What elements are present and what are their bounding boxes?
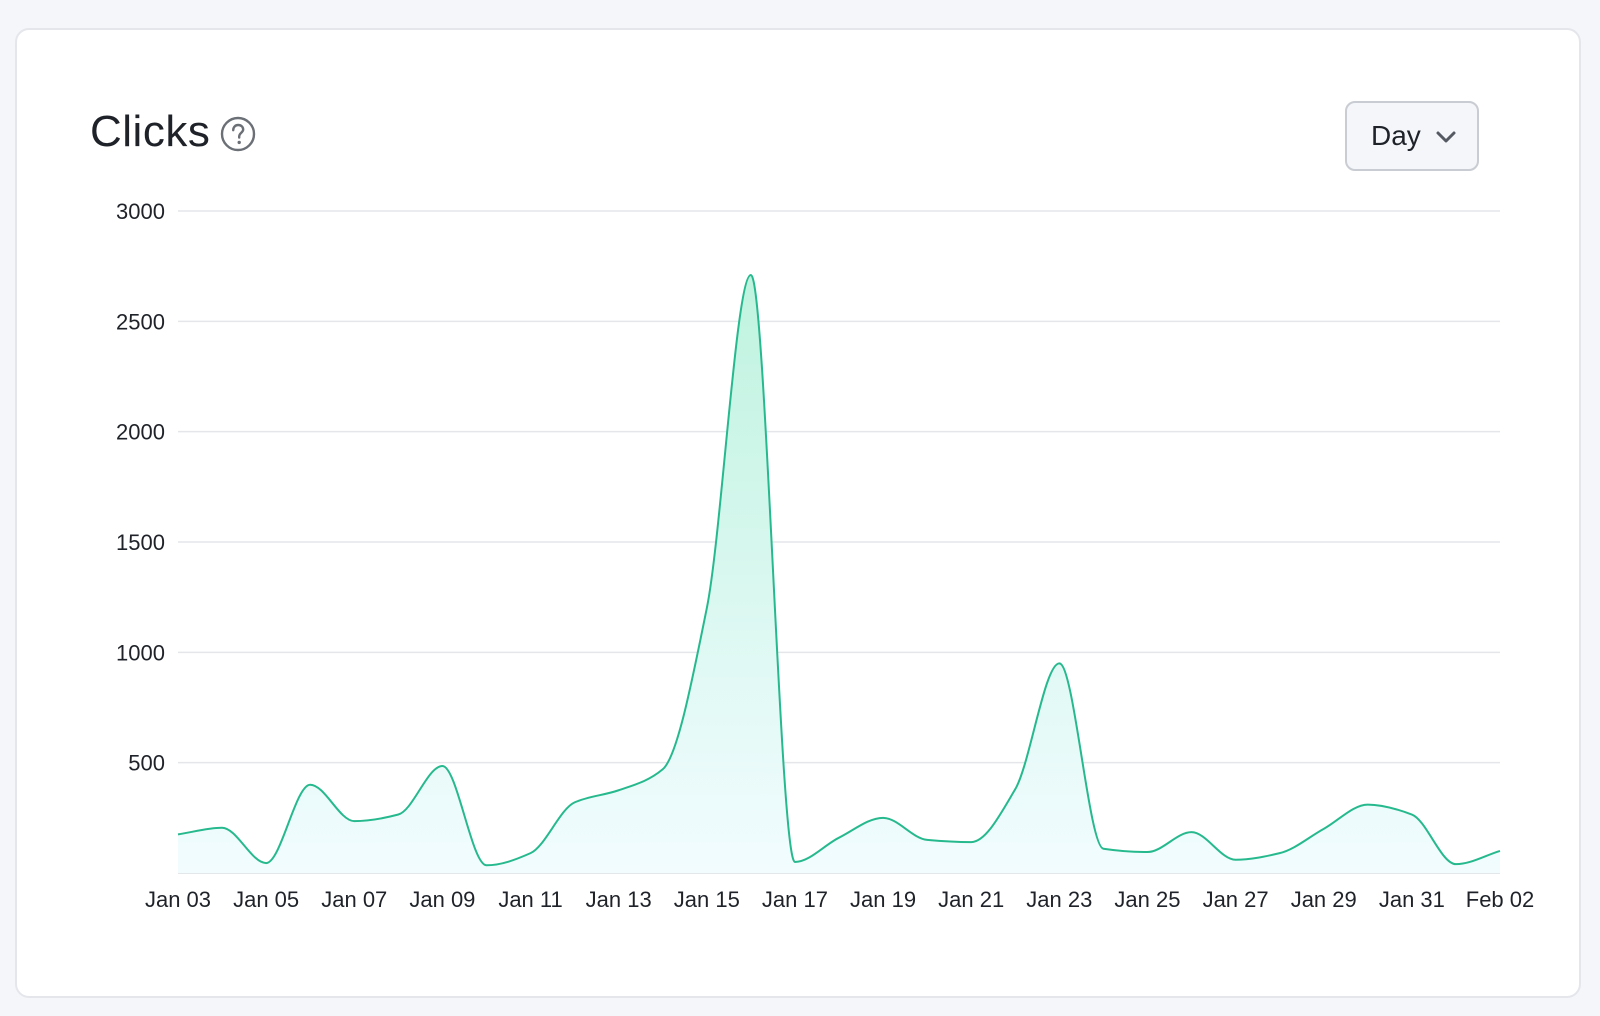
x-tick-label: Feb 02 <box>1466 887 1535 912</box>
granularity-dropdown[interactable]: Day <box>1345 101 1479 171</box>
chevron-down-icon <box>1436 131 1456 143</box>
x-tick-label: Jan 21 <box>938 887 1004 912</box>
chart-title: Clicks <box>90 107 211 156</box>
x-tick-label: Jan 23 <box>1026 887 1092 912</box>
y-tick-label: 2500 <box>116 309 165 334</box>
granularity-label: Day <box>1371 120 1421 151</box>
y-tick-label: 500 <box>128 751 165 776</box>
x-tick-label: Jan 07 <box>321 887 387 912</box>
x-tick-label: Jan 31 <box>1379 887 1445 912</box>
x-tick-label: Jan 05 <box>233 887 299 912</box>
x-tick-label: Jan 15 <box>674 887 740 912</box>
x-tick-label: Jan 17 <box>762 887 828 912</box>
x-tick-label: Jan 25 <box>1114 887 1180 912</box>
x-tick-label: Jan 03 <box>145 887 211 912</box>
y-tick-label: 3000 <box>116 199 165 224</box>
x-tick-label: Jan 11 <box>498 887 562 912</box>
clicks-series-line <box>177 273 1501 867</box>
clicks-area-fill <box>178 274 1500 873</box>
question-circle-icon[interactable] <box>220 116 256 152</box>
x-tick-label: Jan 09 <box>409 887 475 912</box>
x-tick-label: Jan 29 <box>1291 887 1357 912</box>
y-tick-label: 1500 <box>116 530 165 555</box>
clicks-card: Clicks Day <box>15 28 1581 998</box>
x-tick-label: Jan 13 <box>586 887 652 912</box>
x-tick-label: Jan 19 <box>850 887 916 912</box>
y-tick-label: 1000 <box>116 640 165 665</box>
y-tick-label: 2000 <box>116 420 165 445</box>
x-tick-label: Jan 27 <box>1203 887 1269 912</box>
